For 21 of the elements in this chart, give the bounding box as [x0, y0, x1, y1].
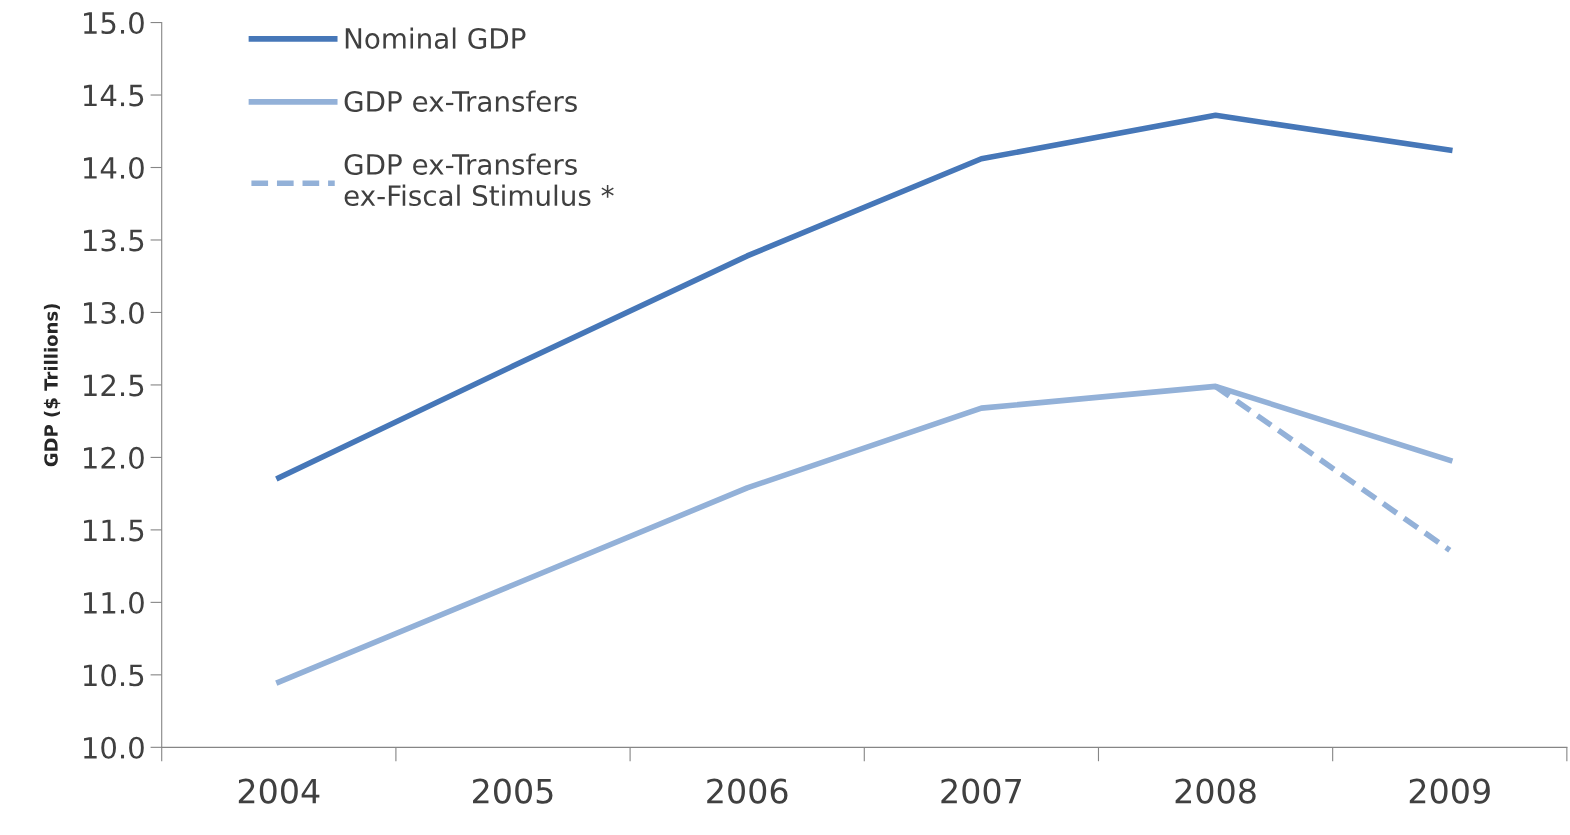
x-tick-label: 2006	[707, 778, 788, 804]
y-tick-label: 14.0	[84, 156, 144, 179]
x-tick-label: 2007	[941, 778, 1021, 804]
legend-label: GDP ex-Transfers	[344, 90, 577, 112]
x-tick-label: 2008	[1175, 778, 1256, 804]
y-tick-label: 14.5	[84, 84, 144, 107]
y-tick-label: 15.0	[84, 11, 144, 35]
y-axis-title: GDP ($ Trillions)	[43, 304, 61, 467]
y-tick-label: 13.5	[84, 229, 144, 252]
legend-label: GDP ex-Transfers ex-Fiscal Stimulus *	[344, 153, 614, 207]
y-tick-label: 12.5	[84, 374, 144, 397]
x-tick-label: 2005	[473, 778, 553, 804]
y-tick-label: 13.0	[84, 301, 144, 324]
legend-label: Nominal GDP	[345, 27, 526, 49]
y-tick-label: 12.0	[84, 446, 144, 469]
y-tick-label: 11.5	[84, 519, 144, 542]
x-tick-label: 2004	[238, 778, 320, 804]
y-tick-label: 10.0	[84, 736, 144, 759]
y-tick-label: 11.0	[84, 591, 144, 614]
x-tick-label: 2009	[1409, 778, 1490, 804]
y-tick-label: 10.5	[84, 664, 144, 687]
